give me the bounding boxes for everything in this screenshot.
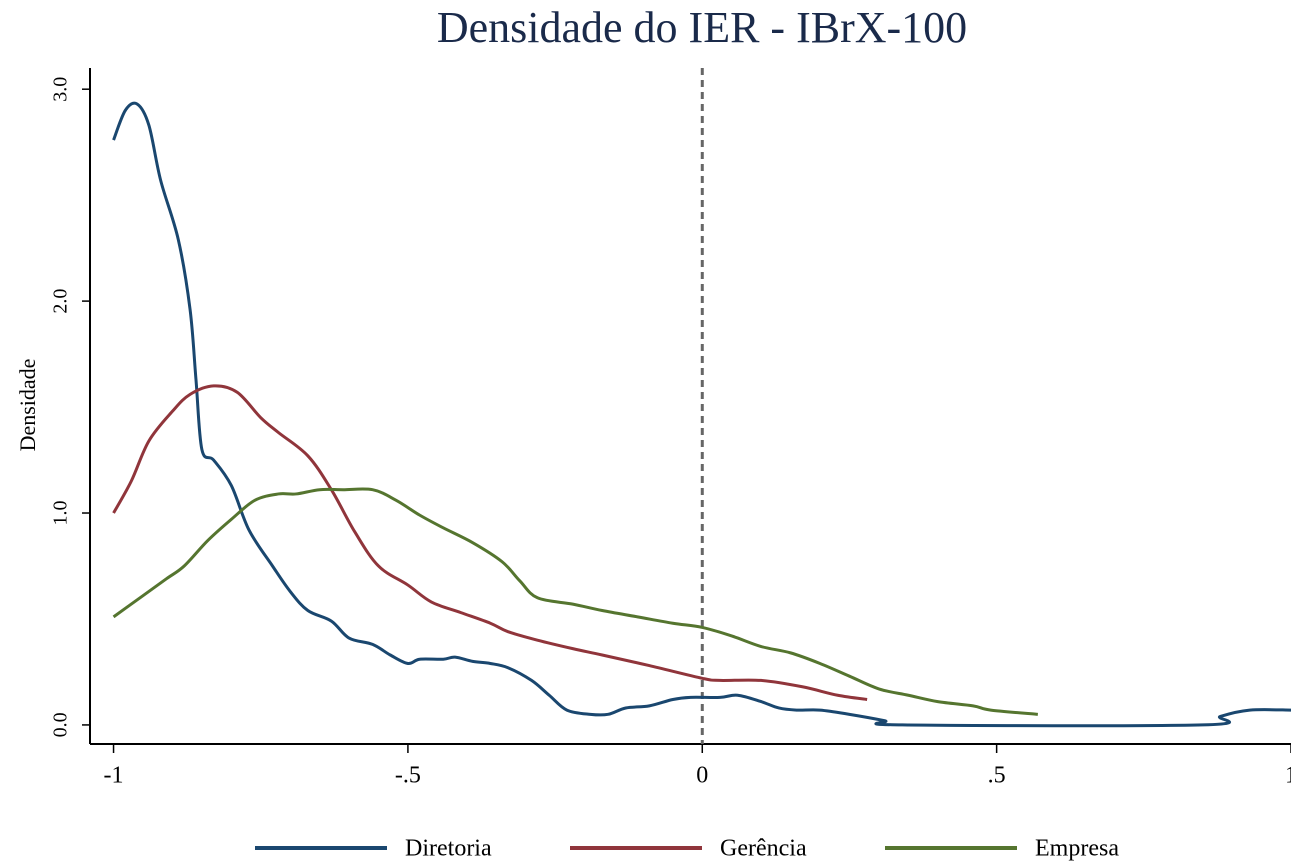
legend-label: Empresa xyxy=(1035,836,1119,862)
chart-title: Densidade do IER - IBrX-100 xyxy=(437,3,967,52)
x-tick-label: -1 xyxy=(104,763,124,789)
legend-label: Gerência xyxy=(720,836,807,862)
density-line xyxy=(112,487,1038,716)
x-tick-label: 0 xyxy=(696,763,708,789)
density-line xyxy=(112,384,868,701)
y-tick-label: 2.0 xyxy=(50,289,72,314)
y-axis-label: Densidade xyxy=(15,359,40,452)
legend-label: Diretoria xyxy=(405,836,492,862)
x-tick-label: .5 xyxy=(988,763,1006,789)
y-tick-label: 1.0 xyxy=(50,501,72,526)
y-tick-label: 3.0 xyxy=(50,77,72,102)
y-tick-label: 0.0 xyxy=(50,712,72,737)
x-tick-label: -.5 xyxy=(395,763,421,789)
density-line xyxy=(112,101,1291,728)
x-tick-label: 1 xyxy=(1285,763,1291,789)
